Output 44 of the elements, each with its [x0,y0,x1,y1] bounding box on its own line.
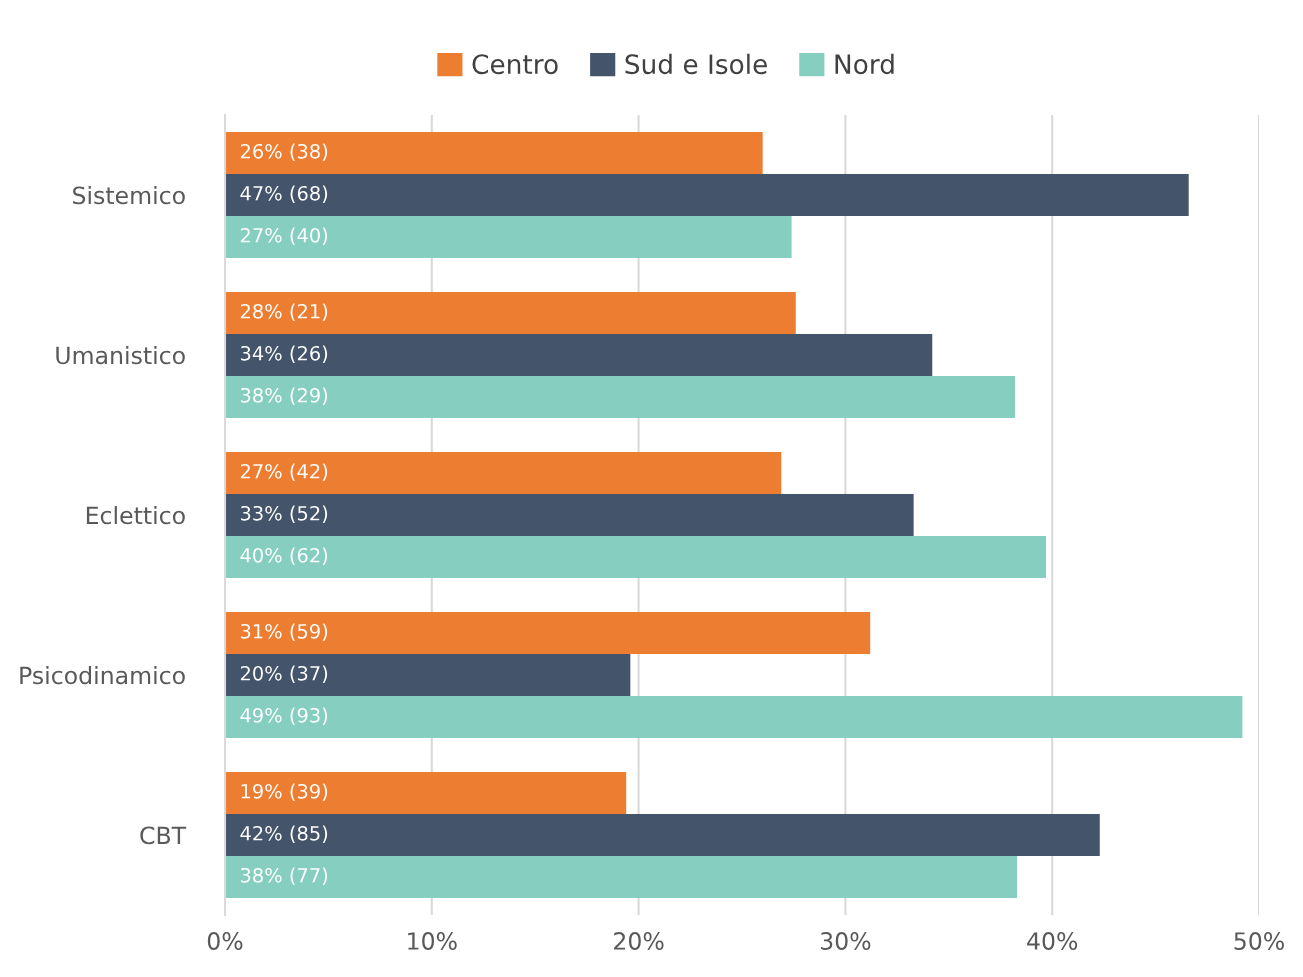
y-tick-label: Sistemico [73,186,185,205]
y-tick-label: Eclettico [86,506,185,525]
data-label: 40% (62) [240,547,328,565]
bar [225,452,782,494]
data-label: 38% (29) [240,387,328,405]
bar [225,612,871,654]
bar [225,814,1100,856]
legend-label: Nord [835,53,894,75]
data-label: 49% (93) [240,707,328,725]
y-tick-label: Umanistico [56,346,185,365]
x-tick-label: 50% [1234,932,1284,950]
bar [225,292,796,334]
x-tick-label: 10% [408,932,457,950]
data-label: 20% (37) [240,665,328,683]
data-label: 19% (39) [241,783,328,801]
legend-label: Sud e Isole [625,53,767,75]
legend-label: Centro [472,54,558,75]
x-tick-label: 30% [820,932,871,950]
y-tick-label: CBT [140,826,187,845]
bar [225,174,1189,216]
data-label: 27% (42) [240,463,328,481]
data-label: 34% (26) [240,345,328,363]
data-label: 38% (77) [240,867,328,885]
bar [225,376,1015,418]
x-tick-label: 20% [614,932,664,950]
bar [225,334,933,376]
data-label: 26% (38) [240,143,328,161]
data-label: 47% (68) [240,185,328,203]
x-tick-label: 40% [1027,932,1078,950]
bar [225,772,627,814]
bar [225,216,792,258]
x-tick-label: 0% [207,932,243,950]
data-label: 27% (40) [240,227,328,245]
bar [225,494,914,536]
data-label: 28% (21) [240,303,328,321]
bar [225,696,1243,738]
data-label: 33% (52) [240,505,328,523]
bar [225,654,631,696]
data-label: 31% (59) [240,623,328,641]
y-tick-label: Psicodinamico [20,666,185,685]
bar [225,132,763,174]
bar [225,856,1018,898]
data-label: 42% (85) [240,825,328,843]
bar [225,536,1046,578]
